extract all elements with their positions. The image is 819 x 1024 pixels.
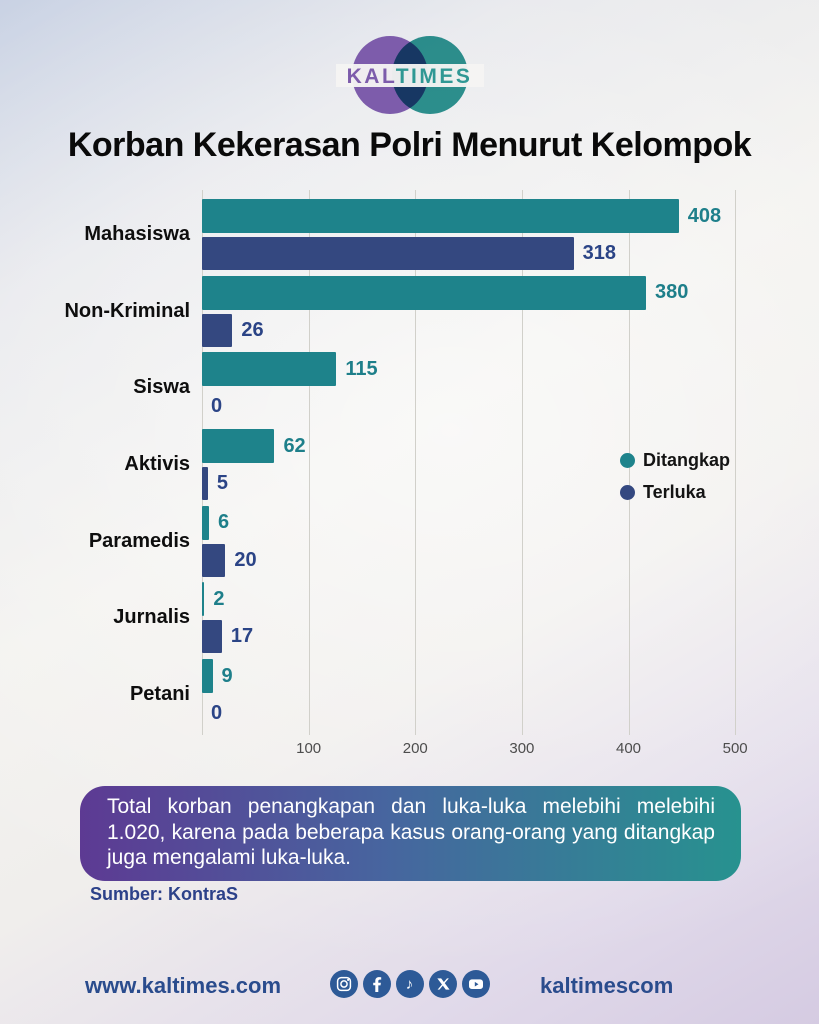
x-axis-tick: 300 [509, 740, 535, 757]
bar-value: 20 [234, 548, 257, 571]
bar-group: 408 318 [202, 196, 819, 273]
youtube-icon [461, 970, 490, 998]
bar-ditangkap [202, 582, 205, 617]
facebook-icon [362, 970, 391, 998]
category-label: Jurnalis [113, 606, 190, 629]
legend-label: Terluka [643, 482, 706, 502]
chart-row: Paramedis 6 20 [0, 503, 819, 580]
bar-line-ditangkap: 115 [202, 352, 819, 387]
logo-wordmark: KALTIMES [344, 65, 476, 89]
bar-line-terluka: 0 [202, 697, 819, 730]
instagram-icon [329, 970, 358, 998]
bar-value: 0 [211, 395, 223, 418]
footer: www.kaltimes.com ♪ [0, 964, 819, 1010]
x-axis-tick: 400 [615, 740, 642, 757]
bar-ditangkap [202, 199, 679, 233]
tiktok-icon: ♪ [395, 970, 424, 998]
legend-dot-icon [620, 485, 635, 500]
website-url: www.kaltimes.com [85, 973, 282, 998]
kaltimes-logo: KALTIMES [0, 34, 819, 116]
bar-terluka [202, 467, 208, 501]
bar-value: 0 [211, 702, 223, 725]
source-label: Sumber: KontraS [90, 884, 239, 904]
chart-row: Jurnalis 2 17 [0, 579, 819, 656]
bar-chart: Mahasiswa 408 318 Non-Kriminal 380 26 Siswa 115… [0, 188, 819, 766]
globe-logo-icon: KALTIMES [335, 34, 484, 116]
bar-ditangkap [202, 352, 337, 387]
category-label: Non-Kriminal [64, 299, 190, 322]
bar-value: 5 [216, 472, 228, 495]
x-axis-tick: 200 [402, 740, 428, 757]
bar-group: 2 17 [202, 579, 819, 656]
bar-value: 318 [582, 242, 616, 264]
x-axis: 100 200 300 400 500 [202, 740, 765, 762]
bar-line-terluka: 318 [202, 237, 819, 270]
chart-row: Petani 9 0 [0, 656, 819, 733]
bar-ditangkap [202, 659, 213, 694]
bar-group: 115 0 [202, 349, 819, 426]
logo-text-kal: KAL [346, 65, 396, 88]
bar-ditangkap [202, 275, 647, 310]
bar-terluka [202, 313, 233, 347]
bar-value: 380 [655, 281, 689, 304]
bar-group: 6 20 [202, 503, 819, 580]
x-axis-tick: 500 [722, 740, 748, 757]
category-label: Paramedis [88, 529, 190, 552]
category-label: Petani [129, 682, 190, 705]
bar-terluka [202, 543, 226, 577]
chart-row: Siswa 115 0 [0, 349, 819, 426]
bar-value: 26 [241, 318, 264, 341]
bar-value: 62 [283, 434, 306, 457]
bar-value: 9 [221, 664, 233, 687]
note-box: Total korban penangkapan dan luka-luka m… [80, 786, 741, 881]
logo-text-times: TIMES [395, 65, 473, 88]
chart-row: Aktivis 62 5 [0, 426, 819, 503]
social-icons: ♪ [329, 970, 490, 998]
bar-group: 62 5 [202, 426, 819, 503]
bar-line-ditangkap: 408 [202, 199, 819, 233]
bar-terluka [202, 620, 222, 654]
category-label: Mahasiswa [84, 222, 190, 245]
bar-line-ditangkap: 6 [202, 505, 819, 540]
social-handle: kaltimescom [540, 973, 674, 998]
bar-line-terluka: 17 [202, 620, 819, 654]
bar-ditangkap [202, 429, 275, 464]
category-label: Siswa [133, 376, 190, 399]
chart-row: Mahasiswa 408 318 [0, 196, 819, 273]
bar-value: 6 [218, 511, 230, 534]
bar-line-ditangkap: 380 [202, 275, 819, 310]
chart-row: Non-Kriminal 380 26 [0, 273, 819, 350]
bar-line-terluka: 0 [202, 390, 819, 423]
category-label: Aktivis [124, 452, 190, 475]
bar-line-terluka: 20 [202, 543, 819, 577]
logo-band [335, 64, 484, 87]
legend-dot-icon [620, 453, 635, 468]
bar-group: 380 26 [202, 273, 819, 350]
bar-value: 408 [687, 204, 722, 227]
page-title: Korban Kekerasan Polri Menurut Kelompok [67, 126, 752, 164]
bar-value: 17 [230, 625, 254, 648]
bar-line-ditangkap: 2 [202, 582, 819, 617]
legend-label: Ditangkap [643, 450, 731, 470]
chart-rows: Mahasiswa 408 318 Non-Kriminal 380 26 Siswa 115… [0, 196, 819, 733]
bar-line-terluka: 5 [202, 467, 819, 501]
chart-legend: Ditangkap Terluka [620, 450, 730, 503]
bar-value: 2 [213, 587, 225, 610]
legend-item-ditangkap: Ditangkap [620, 450, 730, 471]
bar-line-ditangkap: 62 [202, 429, 819, 464]
bar-line-terluka: 26 [202, 313, 819, 347]
legend-item-terluka: Terluka [620, 482, 730, 503]
bar-terluka [202, 237, 574, 270]
x-axis-tick: 100 [296, 740, 322, 757]
bar-value: 115 [345, 357, 378, 380]
bar-line-ditangkap: 9 [202, 659, 819, 694]
bar-ditangkap [202, 505, 209, 540]
x-icon [428, 970, 457, 998]
